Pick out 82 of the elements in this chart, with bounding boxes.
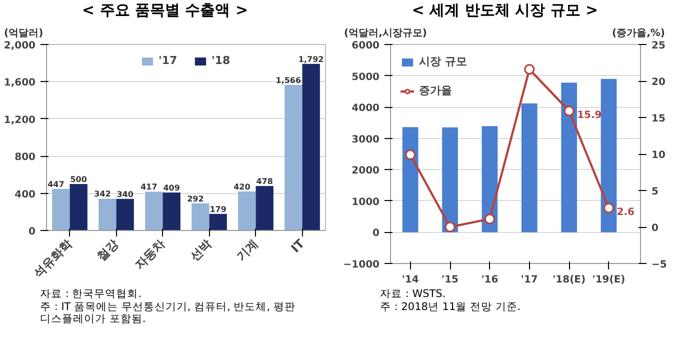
data-label: 342 bbox=[94, 190, 111, 199]
y-axis-title: (억달러,시장규모) bbox=[344, 27, 427, 41]
y-tick-label: 800 bbox=[14, 152, 36, 164]
data-label: 2.6 bbox=[616, 207, 635, 218]
y-tick-label: 2000 bbox=[352, 166, 380, 177]
x-tick-label: '19(E) bbox=[592, 274, 626, 286]
y2-axis-title: (증가율,%) bbox=[612, 27, 665, 41]
x-tick-label: '18(E) bbox=[552, 274, 586, 286]
y-tick-label: 400 bbox=[14, 189, 36, 200]
y-tick-label: 1,600 bbox=[4, 78, 36, 89]
y2-tick-label: 20 bbox=[652, 77, 666, 88]
y2-tick-label: 5 bbox=[652, 186, 658, 198]
bar bbox=[238, 191, 256, 230]
y-tick-label: −1000 bbox=[343, 260, 380, 270]
data-label: 15.9 bbox=[577, 110, 602, 121]
y-axis-title: (억달러) bbox=[4, 27, 44, 41]
x-tick-label: IT bbox=[288, 236, 308, 256]
bar bbox=[561, 82, 578, 232]
data-label: 340 bbox=[116, 190, 134, 199]
bar bbox=[116, 198, 134, 230]
point bbox=[405, 149, 416, 160]
y-tick-label: 0 bbox=[372, 228, 380, 240]
y2-tick-label: −5 bbox=[652, 260, 667, 270]
bar bbox=[600, 78, 617, 232]
bar bbox=[145, 192, 163, 230]
x-tick-label: '17 bbox=[520, 274, 538, 286]
y-tick-label: 5000 bbox=[352, 72, 380, 83]
data-label: 1,792 bbox=[298, 54, 324, 64]
x-tick-label: 기계 bbox=[234, 236, 261, 264]
bar bbox=[482, 126, 498, 232]
data-label: 500 bbox=[70, 175, 88, 184]
point bbox=[564, 106, 574, 116]
point bbox=[484, 214, 496, 224]
data-label: 417 bbox=[140, 182, 158, 192]
y-tick-label: 6000 bbox=[352, 40, 380, 52]
data-label: 478 bbox=[256, 177, 274, 186]
data-label: 292 bbox=[187, 194, 204, 204]
bar bbox=[284, 84, 302, 230]
bar bbox=[402, 127, 418, 232]
bar bbox=[302, 64, 320, 230]
point bbox=[603, 202, 614, 214]
y-tick-label: 2,000 bbox=[4, 40, 36, 52]
x-tick-label: 선박 bbox=[187, 236, 214, 264]
point bbox=[444, 222, 456, 232]
chart-title: < 주요 품목별 수출액 > bbox=[80, 0, 250, 21]
text: 자료 : WSTS. bbox=[380, 288, 447, 301]
y2-tick-label: 15 bbox=[652, 114, 666, 124]
bar bbox=[256, 186, 274, 230]
legend-label: '17 bbox=[158, 54, 178, 67]
y-tick-label: 1,200 bbox=[4, 114, 36, 126]
y2-tick-label: 10 bbox=[652, 150, 666, 161]
bar bbox=[209, 214, 227, 230]
x-tick-label: 철강 bbox=[94, 236, 122, 264]
bar bbox=[521, 103, 538, 232]
legend-label: '18 bbox=[212, 54, 232, 67]
bar bbox=[52, 188, 70, 230]
legend-label: 증가율 bbox=[419, 83, 452, 98]
legend-label: 시장 규모 bbox=[419, 54, 467, 69]
bar bbox=[192, 203, 210, 230]
y-tick-label: 4000 bbox=[352, 103, 380, 114]
text: 주 : IT 품목에는 무선통신기기, 컴퓨터, 반도체, 평판디스플레이가 포함됨. bbox=[40, 300, 296, 326]
data-label: 420 bbox=[234, 182, 251, 192]
point bbox=[524, 64, 535, 75]
x-tick-label: '16 bbox=[481, 274, 498, 286]
data-label: 179 bbox=[210, 204, 227, 214]
bar bbox=[442, 127, 458, 232]
data-label: 1,566 bbox=[276, 76, 302, 85]
y-tick-label: 0 bbox=[28, 226, 36, 238]
data-label: 447 bbox=[48, 180, 64, 189]
y2-tick-label: 0 bbox=[652, 223, 658, 234]
bar bbox=[98, 198, 116, 230]
x-tick-label: '15 bbox=[442, 274, 459, 286]
chart-title: < 세계 반도체 시장 규모 > bbox=[410, 0, 600, 21]
bar bbox=[70, 184, 88, 230]
text: 주 : 2018년 11월 전망 기준. bbox=[380, 300, 522, 314]
data-label: 409 bbox=[163, 183, 180, 192]
y-tick-label: 1000 bbox=[352, 196, 380, 208]
text: 자료 : 한국무역협회. bbox=[40, 288, 143, 301]
y2-tick-label: 25 bbox=[652, 40, 666, 52]
x-tick-label: '14 bbox=[402, 274, 419, 286]
bar bbox=[162, 192, 180, 230]
y-tick-label: 3000 bbox=[352, 134, 380, 146]
